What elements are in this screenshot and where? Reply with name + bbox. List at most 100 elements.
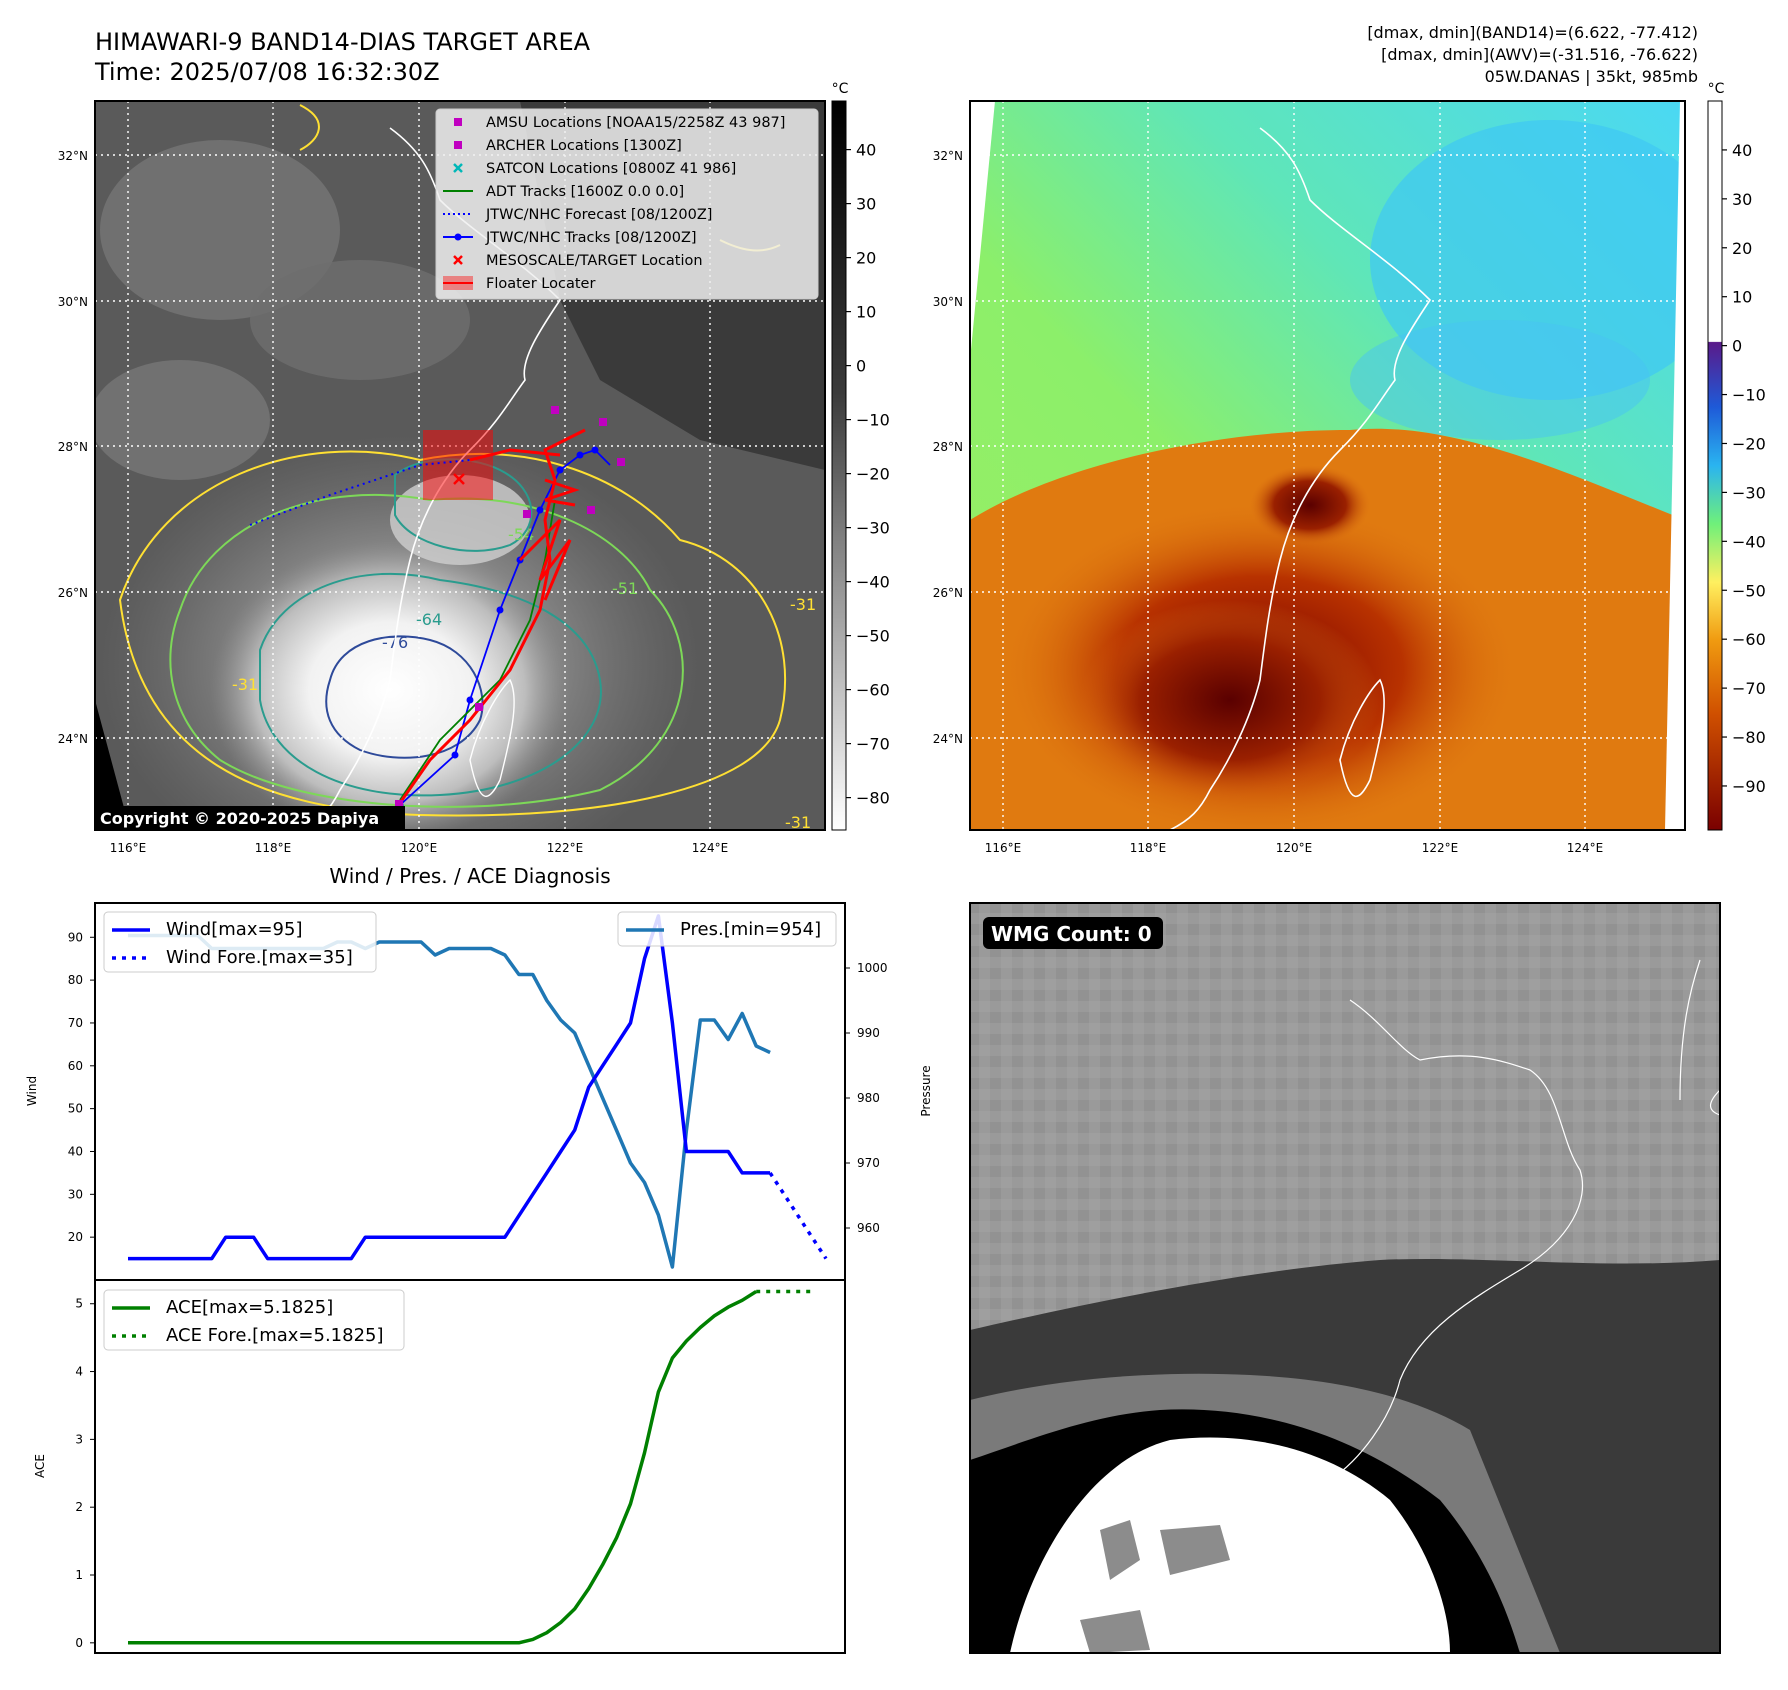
ace-forecast-legend-label: ACE Fore.[max=5.1825]: [166, 1325, 384, 1346]
legend-label: ARCHER Locations [1300Z]: [486, 138, 682, 154]
lon-label: 124°E: [1567, 841, 1604, 855]
pressure-tick-label: 990: [857, 1026, 880, 1040]
contour-label: -64: [416, 610, 442, 629]
lon-label: 124°E: [692, 841, 729, 855]
colorbar-tick-label: −30: [1732, 483, 1766, 502]
ace-series-line: [128, 1290, 758, 1645]
taiwan-coastline: [469, 678, 515, 797]
colorbar-tick-label: −10: [856, 411, 890, 430]
contour-green: [169, 493, 684, 808]
wmg-count-label: WMG Count: 0: [991, 922, 1152, 946]
contour-yellow: [118, 450, 787, 817]
contour-label: -31: [790, 595, 816, 614]
band14-stats: [dmax, dmin](BAND14)=(6.622, -77.412): [1367, 23, 1698, 42]
pressure-axis-label: Pressure: [919, 1065, 933, 1116]
diagnosis-title: Wind / Pres. / ACE Diagnosis: [329, 864, 610, 888]
colorbar-tick-label: 20: [1732, 239, 1752, 258]
contour-teal: [259, 572, 602, 797]
wind-legend: Wind[max=95] Wind Fore.[max=35]: [103, 911, 377, 973]
ace-legend-label: ACE[max=5.1825]: [166, 1297, 333, 1318]
lat-label: 32°N: [58, 149, 88, 163]
colorbar-tick-label: −60: [1732, 630, 1766, 649]
ace-tick-label: 1: [75, 1568, 83, 1582]
amsu-archer-markers: [395, 406, 625, 808]
awv-north-core: [1250, 465, 1370, 545]
lat-label: 30°N: [933, 295, 963, 309]
colorbar-tick-label: −10: [1732, 386, 1766, 405]
target-location-marker: [453, 473, 465, 485]
legend-marker-square: [454, 118, 462, 126]
wind-tick-label: 90: [68, 930, 83, 944]
lon-label: 120°E: [401, 841, 438, 855]
colorbar-tick-label: −80: [856, 789, 890, 808]
wind-forecast-line: [768, 1171, 828, 1260]
legend-label: JTWC/NHC Forecast [08/1200Z]: [485, 207, 712, 223]
wmg-coastline: [1329, 959, 1720, 1481]
lon-label: 120°E: [1276, 841, 1313, 855]
ace-chart: 0 1 2 3 4 5 ACE[max=5.1825] ACE Fore.[max=5.182…: [75, 1279, 846, 1654]
map-legend: AMSU Locations [NOAA15/2258Z 43 987] ARCH…: [435, 108, 819, 300]
lon-label: 116°E: [110, 841, 147, 855]
legend-label: MESOSCALE/TARGET Location: [486, 253, 703, 269]
ace-tick-label: 5: [75, 1297, 83, 1311]
legend-marker-dot: [454, 233, 462, 241]
mesoscale-scribble: [518, 478, 580, 601]
lon-label: 122°E: [1422, 841, 1459, 855]
lat-label: 24°N: [933, 732, 963, 746]
wind-tick-label: 30: [68, 1187, 83, 1201]
ir-colorbar: °C 40 30 20 10 0 −10 −20 −30 −40 −50 −60 −70 −80: [831, 81, 890, 831]
wind-axis-label: Wind: [25, 1076, 39, 1106]
wind-tick-label: 40: [68, 1144, 83, 1158]
wind-tick-label: 20: [68, 1230, 83, 1244]
colorbar-tick-label: −80: [1732, 728, 1766, 747]
pressure-tick-label: 980: [857, 1091, 880, 1105]
wind-tick-label: 60: [68, 1059, 83, 1073]
contour-label: -31: [785, 813, 811, 832]
ace-axis-label: ACE: [33, 1454, 47, 1478]
legend-box: [435, 108, 819, 300]
no-data-edge: [970, 101, 995, 360]
colorbar-tick-label: 40: [856, 141, 876, 160]
storm-info: 05W.DANAS | 35kt, 985mb: [1485, 67, 1698, 86]
floater-locater-box: [423, 430, 493, 500]
figure-title: HIMAWARI-9 BAND14-DIAS TARGET AREA: [95, 28, 591, 56]
mesoscale-track: [393, 428, 586, 811]
awv-stats: [dmax, dmin](AWV)=(-31.516, -76.622): [1381, 45, 1698, 64]
copyright-text: Copyright © 2020-2025 Dapiya: [100, 809, 379, 828]
legend-marker-x: [453, 163, 463, 173]
legend-label: ADT Tracks [1600Z 0.0 0.0]: [486, 184, 684, 200]
colorbar-tick-label: −40: [856, 573, 890, 592]
pressure-legend-box: [617, 911, 837, 947]
colorbar-tick-label: −70: [1732, 679, 1766, 698]
legend-marker-x: [453, 255, 463, 265]
awv-axis-labels: 32°N 30°N 28°N 26°N 24°N 116°E 118°E 120…: [933, 149, 1604, 855]
lat-label: 28°N: [933, 440, 963, 454]
colorbar-tick-label: 40: [1732, 141, 1752, 160]
cloud-patch: [250, 260, 470, 380]
contour-label: -51: [612, 579, 638, 598]
colorbar-tick-label: −50: [1732, 581, 1766, 600]
no-data-edge: [1665, 101, 1685, 830]
cloud-patch: [100, 140, 340, 320]
cyclone-core: [210, 540, 570, 830]
pressure-legend: Pres.[min=954]: [617, 911, 837, 947]
ace-legend: ACE[max=5.1825] ACE Fore.[max=5.1825]: [103, 1289, 405, 1351]
pressure-tick-label: 1000: [857, 961, 888, 975]
ir-colorbar-unit: °C: [832, 81, 849, 97]
lat-label: 24°N: [58, 732, 88, 746]
colorbar-tick-label: 20: [856, 249, 876, 268]
awv-map-frame: [969, 100, 1686, 831]
awv-coastline: [1169, 127, 1432, 830]
figure-time: Time: 2025/07/08 16:32:30Z: [94, 58, 440, 86]
lat-label: 32°N: [933, 149, 963, 163]
colorbar-tick-label: 0: [1732, 337, 1742, 356]
lon-label: 118°E: [255, 841, 292, 855]
legend-label: SATCON Locations [0800Z 41 986]: [486, 161, 736, 177]
copyright-box: [95, 806, 405, 830]
ace-tick-label: 2: [75, 1500, 83, 1514]
no-data-corner: [95, 700, 130, 830]
wind-series-line: [128, 914, 771, 1261]
colorbar-tick-label: 0: [856, 357, 866, 376]
awv-map-panel: [970, 101, 1685, 830]
